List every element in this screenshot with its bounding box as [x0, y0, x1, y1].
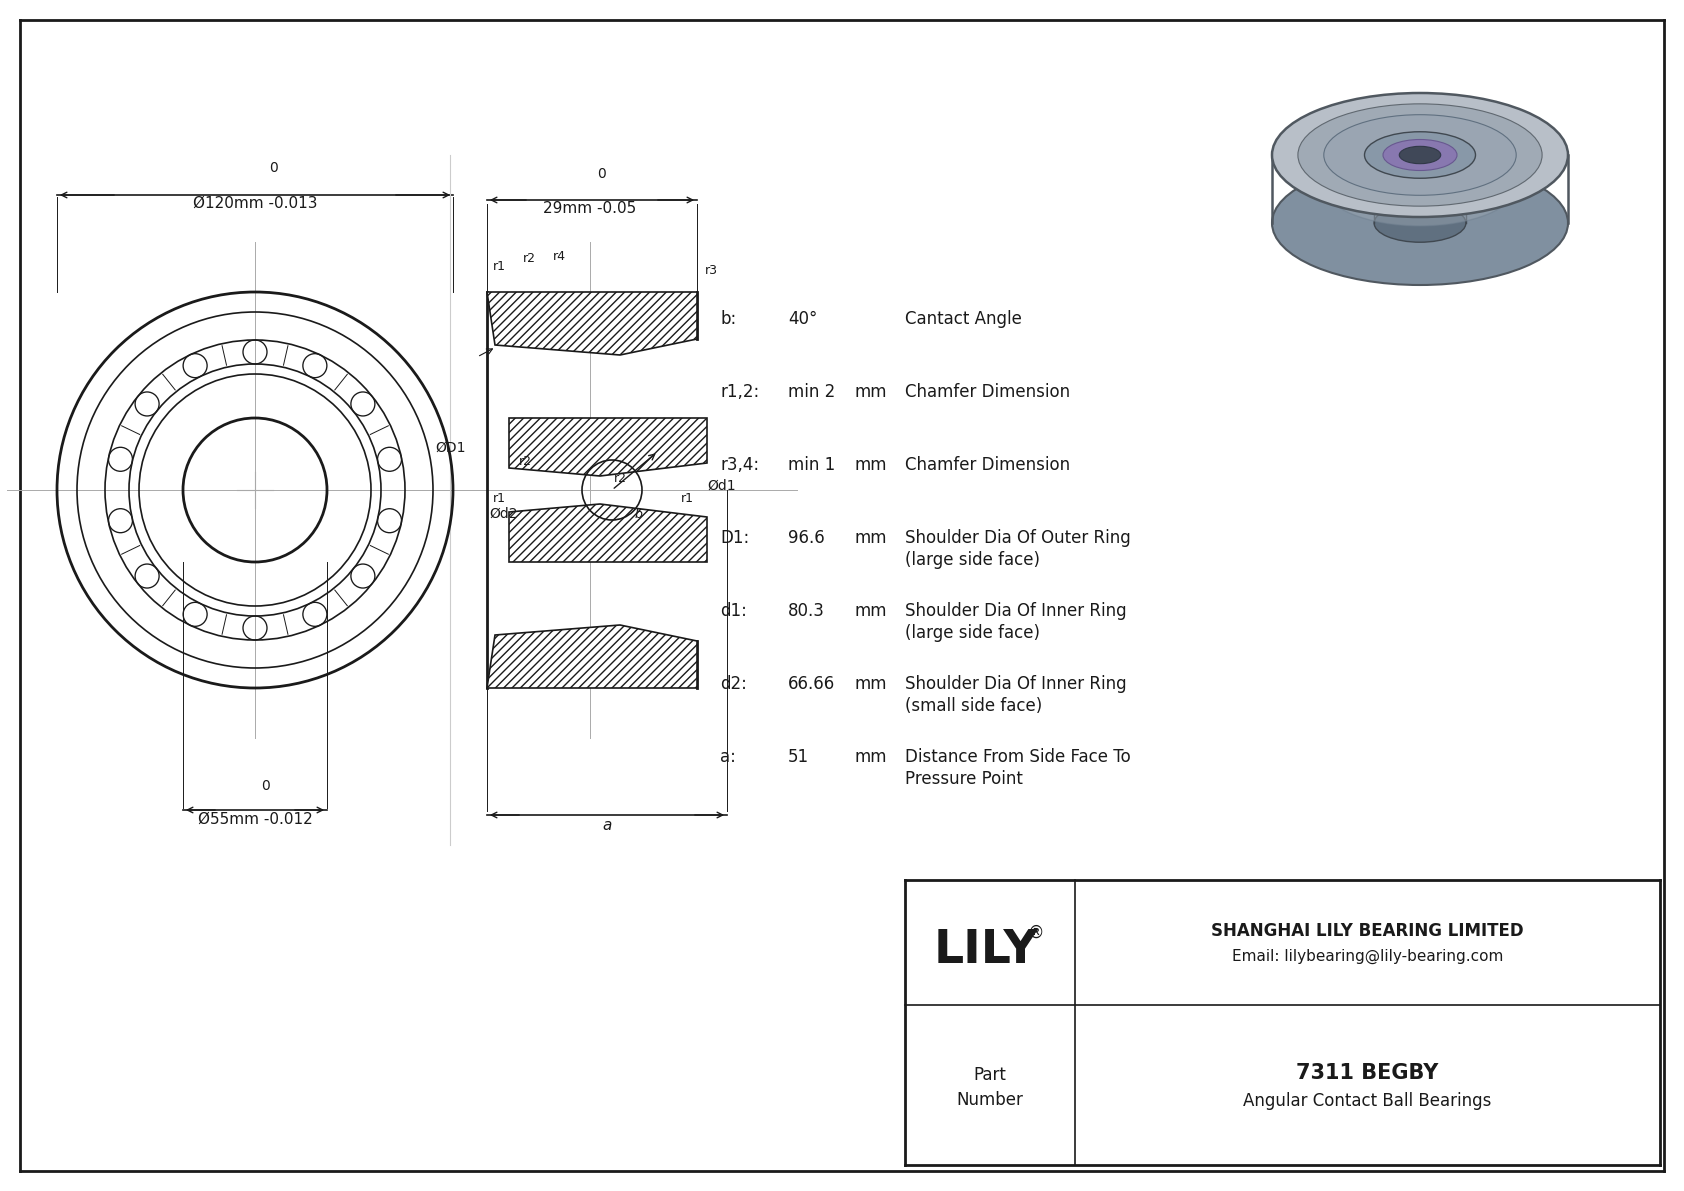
- Text: (large side face): (large side face): [904, 551, 1041, 569]
- Text: mm: mm: [855, 529, 887, 547]
- Text: Pressure Point: Pressure Point: [904, 771, 1022, 788]
- Ellipse shape: [1324, 145, 1516, 226]
- Text: mm: mm: [855, 384, 887, 401]
- Text: Chamfer Dimension: Chamfer Dimension: [904, 384, 1069, 401]
- Text: 40°: 40°: [788, 310, 817, 328]
- Text: b: b: [635, 509, 642, 520]
- Text: d2:: d2:: [721, 675, 748, 693]
- Ellipse shape: [1364, 132, 1475, 179]
- Text: mm: mm: [855, 675, 887, 693]
- Text: Email: lilybearing@lily-bearing.com: Email: lilybearing@lily-bearing.com: [1231, 949, 1504, 964]
- Ellipse shape: [1324, 114, 1516, 195]
- Ellipse shape: [1374, 204, 1465, 242]
- Text: r1: r1: [492, 260, 505, 273]
- Text: b:: b:: [721, 310, 736, 328]
- Text: min 1: min 1: [788, 456, 835, 474]
- Text: a:: a:: [721, 748, 736, 766]
- Text: r1: r1: [680, 492, 694, 505]
- Polygon shape: [487, 292, 697, 355]
- Ellipse shape: [1271, 161, 1568, 285]
- Text: 0: 0: [261, 779, 269, 793]
- Text: Shoulder Dia Of Inner Ring: Shoulder Dia Of Inner Ring: [904, 675, 1127, 693]
- Text: Part: Part: [973, 1066, 1007, 1084]
- Text: 7311 BEGBY: 7311 BEGBY: [1297, 1064, 1438, 1083]
- Text: (large side face): (large side face): [904, 624, 1041, 642]
- Text: Ød2: Ød2: [488, 507, 517, 520]
- Text: r1,2:: r1,2:: [721, 384, 759, 401]
- Text: 96.6: 96.6: [788, 529, 825, 547]
- Text: r2: r2: [613, 472, 626, 485]
- Text: Ø55mm -0.012: Ø55mm -0.012: [197, 812, 312, 827]
- Text: r4: r4: [552, 250, 566, 263]
- Text: Cantact Angle: Cantact Angle: [904, 310, 1022, 328]
- Text: mm: mm: [855, 456, 887, 474]
- Text: Shoulder Dia Of Outer Ring: Shoulder Dia Of Outer Ring: [904, 529, 1130, 547]
- Text: ØD1: ØD1: [434, 441, 465, 455]
- Polygon shape: [487, 625, 697, 688]
- Polygon shape: [509, 504, 707, 562]
- Ellipse shape: [1271, 93, 1568, 217]
- Text: 0: 0: [269, 161, 278, 175]
- Text: Ø120mm -0.013: Ø120mm -0.013: [192, 197, 317, 211]
- Text: 29mm -0.05: 29mm -0.05: [544, 201, 637, 216]
- Ellipse shape: [1298, 104, 1543, 206]
- Text: a: a: [603, 818, 611, 833]
- Text: Ød1: Ød1: [707, 479, 736, 493]
- Text: Number: Number: [957, 1091, 1024, 1109]
- Text: Distance From Side Face To: Distance From Side Face To: [904, 748, 1130, 766]
- Text: Angular Contact Ball Bearings: Angular Contact Ball Bearings: [1243, 1092, 1492, 1110]
- Text: SHANGHAI LILY BEARING LIMITED: SHANGHAI LILY BEARING LIMITED: [1211, 922, 1524, 940]
- Text: Shoulder Dia Of Inner Ring: Shoulder Dia Of Inner Ring: [904, 601, 1127, 621]
- Text: 80.3: 80.3: [788, 601, 825, 621]
- Text: (small side face): (small side face): [904, 697, 1042, 715]
- Ellipse shape: [1399, 146, 1442, 163]
- Ellipse shape: [1383, 139, 1457, 170]
- Text: mm: mm: [855, 601, 887, 621]
- Text: r2: r2: [519, 455, 532, 468]
- Text: 51: 51: [788, 748, 808, 766]
- Text: ®: ®: [1027, 923, 1044, 942]
- Text: mm: mm: [855, 748, 887, 766]
- Text: r1: r1: [492, 492, 505, 505]
- Polygon shape: [509, 418, 707, 476]
- Text: D1:: D1:: [721, 529, 749, 547]
- Text: LILY: LILY: [933, 928, 1039, 973]
- Text: 0: 0: [598, 167, 606, 181]
- Text: 66.66: 66.66: [788, 675, 835, 693]
- Text: r3: r3: [704, 264, 717, 278]
- Text: r3,4:: r3,4:: [721, 456, 759, 474]
- Text: r2: r2: [522, 252, 536, 266]
- Text: Chamfer Dimension: Chamfer Dimension: [904, 456, 1069, 474]
- Text: d1:: d1:: [721, 601, 748, 621]
- Text: min 2: min 2: [788, 384, 835, 401]
